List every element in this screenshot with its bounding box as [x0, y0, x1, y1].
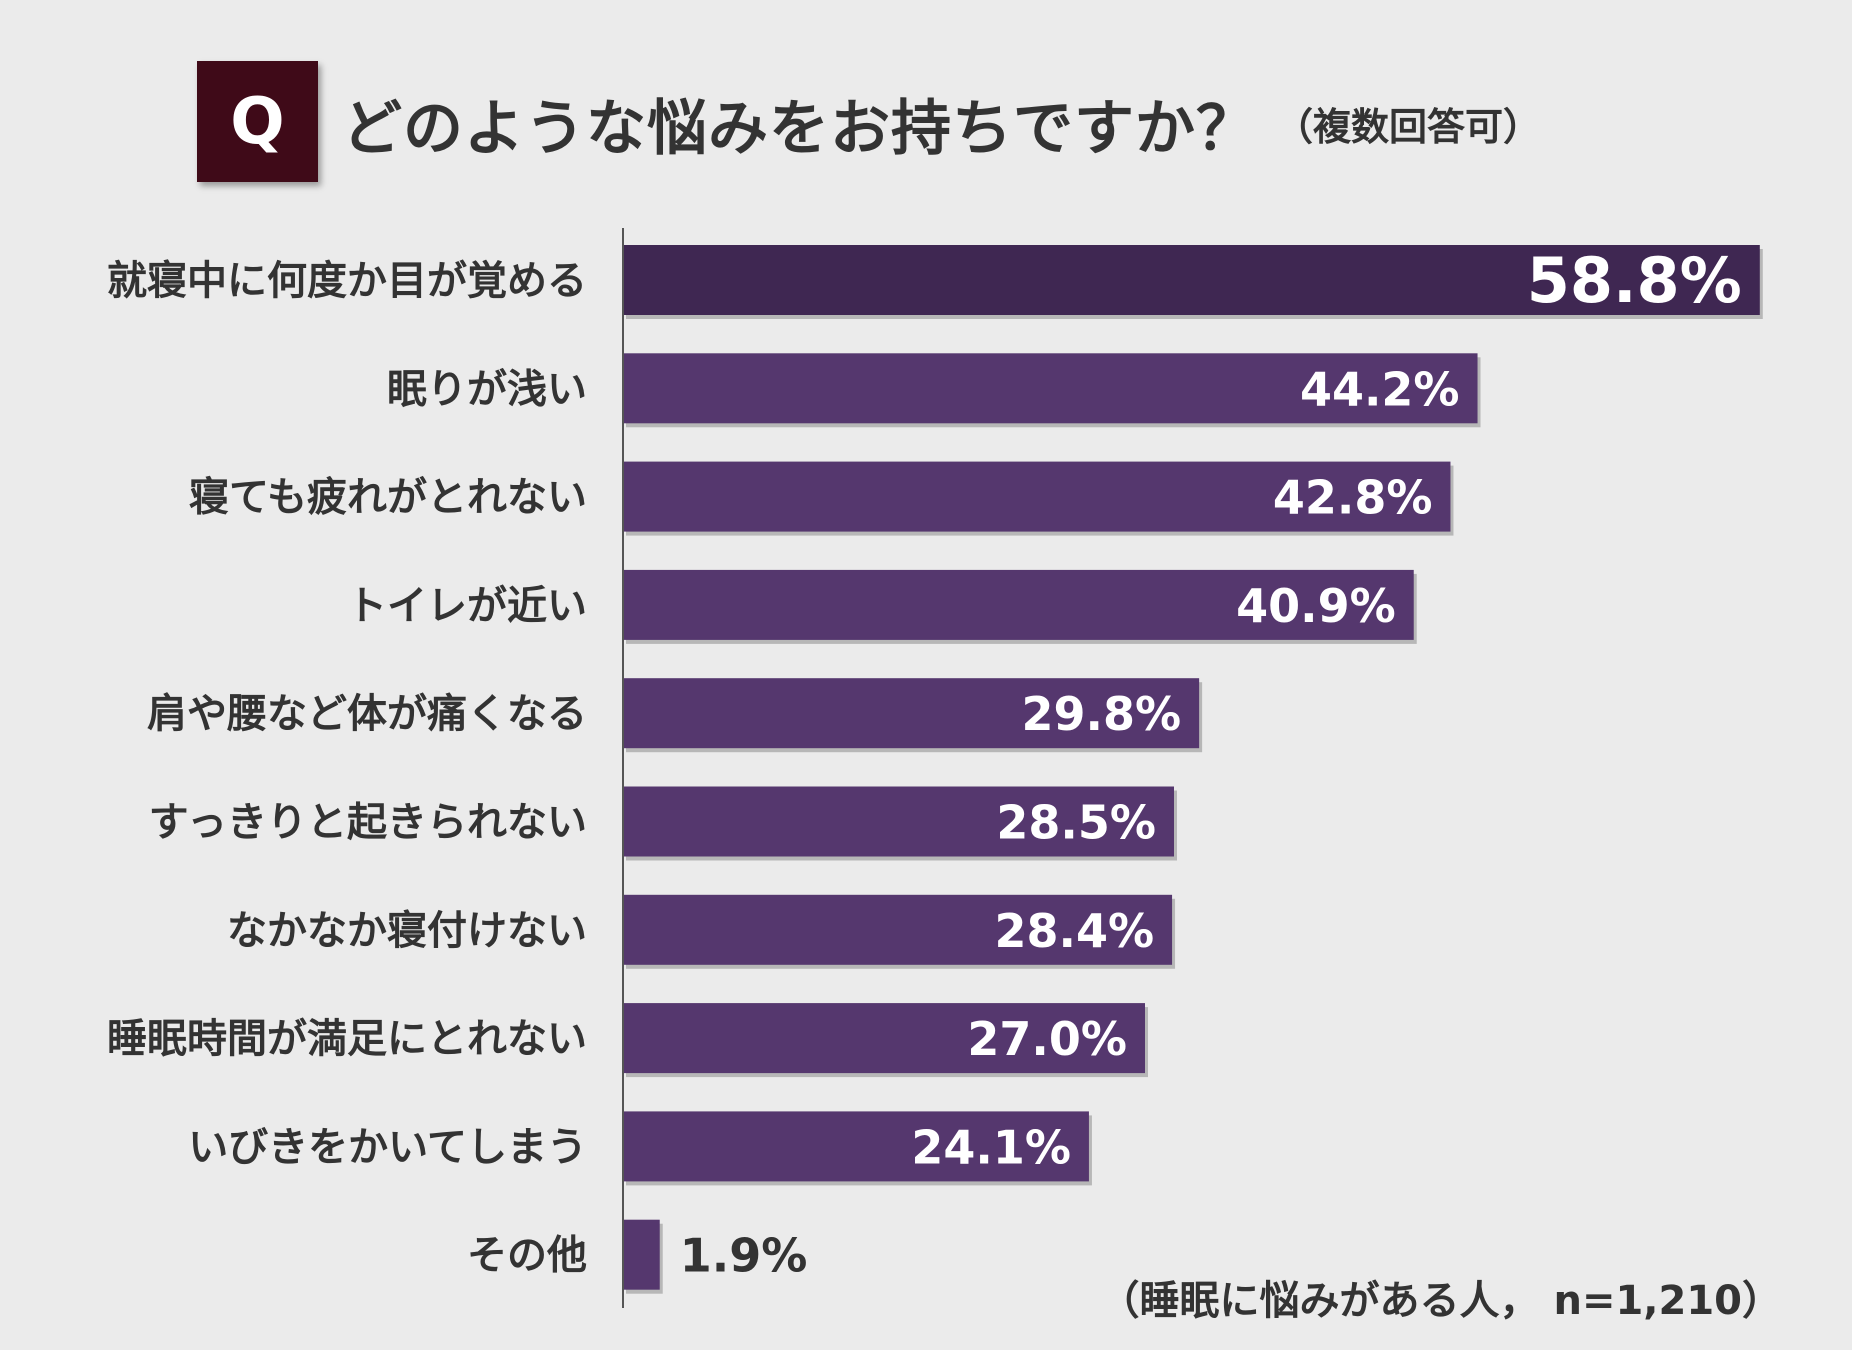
category-label: すっきりと起きられない	[149, 800, 587, 846]
bar	[623, 678, 1200, 749]
category-label: 就寝中に何度か目が覚める	[107, 258, 587, 304]
bar	[623, 786, 1174, 857]
value-label: 40.9%	[1236, 579, 1396, 633]
value-label: 27.0%	[967, 1012, 1127, 1066]
question-text: どのような悩みをお持ちですか？	[342, 93, 1257, 164]
value-label: 1.9%	[680, 1229, 808, 1283]
value-label: 28.4%	[994, 904, 1154, 958]
bar	[623, 1111, 1089, 1182]
sample-note: （睡眠に悩みがある人， n=1,210）	[1099, 1278, 1782, 1324]
bar	[623, 569, 1414, 640]
category-label: その他	[467, 1233, 587, 1279]
category-label: 睡眠時間が満足にとれない	[107, 1016, 587, 1062]
value-label: 58.8%	[1527, 244, 1742, 317]
value-label: 24.1%	[911, 1120, 1071, 1174]
category-label: いびきをかいてしまう	[188, 1124, 587, 1170]
value-label: 42.8%	[1273, 471, 1433, 525]
bar	[623, 353, 1478, 424]
category-label: なかなか寝付けない	[227, 908, 587, 954]
category-label: 眠りが浅い	[387, 366, 587, 412]
category-label: 肩や腰など体が痛くなる	[147, 691, 587, 737]
bar	[623, 1219, 660, 1290]
category-label: 寝ても疲れがとれない	[189, 475, 587, 521]
value-label: 29.8%	[1022, 687, 1182, 741]
bar	[623, 245, 1760, 315]
chart-title: どのような悩みをお持ちですか？ （複数回答可）	[342, 78, 1541, 168]
value-label: 44.2%	[1300, 362, 1460, 416]
question-badge: Q	[197, 61, 318, 182]
multiple-answers-note: （複数回答可）	[1275, 104, 1542, 149]
category-label: トイレが近い	[347, 583, 587, 629]
bar	[623, 1003, 1145, 1074]
bar	[623, 461, 1451, 532]
bars-layer: 就寝中に何度か目が覚める 58.8% 眠りが浅い 44.2% 寝ても疲れがとれない 42.…	[107, 244, 1763, 1294]
bar	[623, 894, 1173, 965]
value-label: 28.5%	[996, 796, 1156, 850]
